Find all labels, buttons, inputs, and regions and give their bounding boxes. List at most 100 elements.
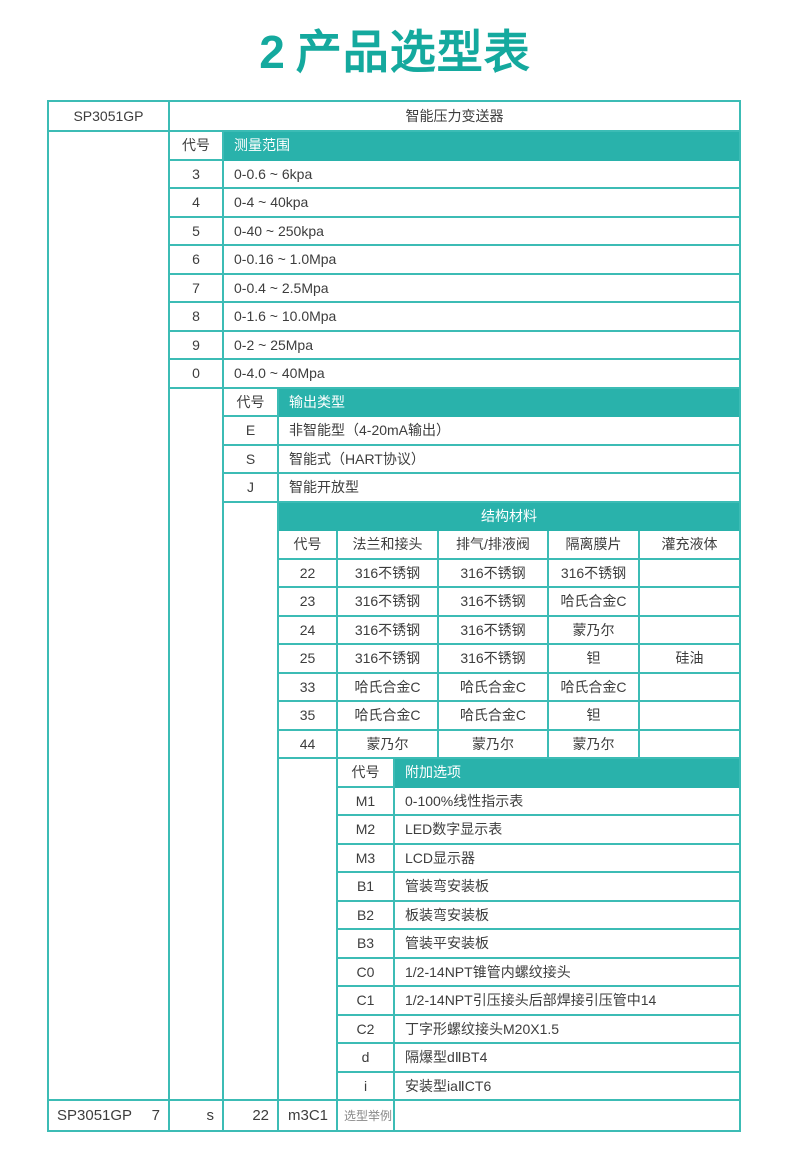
- material-cell: 哈氏合金C: [338, 673, 439, 702]
- code-cell: 6: [170, 246, 224, 275]
- page-title: 2 产品选型表: [0, 16, 790, 82]
- table-row: B2 板装弯安装板: [49, 901, 739, 930]
- empty-cell: [279, 1044, 338, 1073]
- code-cell: 44: [279, 730, 338, 759]
- table-row: M3 LCD显示器: [49, 844, 739, 873]
- empty-cell: [395, 1101, 739, 1130]
- table-row: C2 丁字形螺纹接头M20X1.5: [49, 1015, 739, 1044]
- desc-cell: 板装弯安装板: [395, 901, 739, 930]
- page-title-text: 产品选型表: [295, 26, 531, 78]
- code-cell: 22: [279, 559, 338, 588]
- material-cell: 316不锈钢: [338, 588, 439, 617]
- empty-cell: [49, 1044, 170, 1073]
- material-cell: 钽: [549, 702, 640, 731]
- empty-cell: [224, 1072, 279, 1101]
- empty-cell: [224, 588, 279, 617]
- table-row: 33 哈氏合金C 哈氏合金C 哈氏合金C: [49, 673, 739, 702]
- code-cell: S: [224, 445, 279, 474]
- section-header: 输出类型: [279, 388, 739, 417]
- empty-cell: [224, 616, 279, 645]
- table-row: 代号 附加选项: [49, 759, 739, 788]
- table-row: 代号 测量范围: [49, 132, 739, 161]
- empty-cell: [170, 388, 224, 417]
- example-range-code: 7: [151, 1106, 160, 1124]
- empty-cell: [170, 417, 224, 446]
- table-row: 24 316不锈钢 316不锈钢 蒙乃尔: [49, 616, 739, 645]
- material-cell: [640, 730, 739, 759]
- desc-cell: 0-40 ~ 250kpa: [224, 217, 739, 246]
- empty-cell: [49, 474, 170, 503]
- empty-cell: [49, 930, 170, 959]
- empty-cell: [49, 331, 170, 360]
- empty-cell: [49, 588, 170, 617]
- empty-cell: [279, 1015, 338, 1044]
- material-cell: 316不锈钢: [338, 559, 439, 588]
- empty-cell: [49, 132, 170, 161]
- empty-cell: [170, 502, 224, 531]
- empty-cell: [224, 673, 279, 702]
- empty-cell: [224, 987, 279, 1016]
- empty-cell: [224, 559, 279, 588]
- material-cell: [640, 588, 739, 617]
- example-model: SP3051GP: [57, 1106, 133, 1124]
- desc-cell: 非智能型（4-20mA输出）: [279, 417, 739, 446]
- empty-cell: [49, 702, 170, 731]
- empty-cell: [49, 787, 170, 816]
- example-label: 选型举例: [338, 1101, 395, 1130]
- empty-cell: [224, 844, 279, 873]
- empty-cell: [170, 702, 224, 731]
- material-cell: [640, 616, 739, 645]
- empty-cell: [49, 160, 170, 189]
- desc-cell: 0-4.0 ~ 40Mpa: [224, 360, 739, 389]
- desc-cell: 0-4 ~ 40kpa: [224, 189, 739, 218]
- empty-cell: [49, 616, 170, 645]
- code-cell: 24: [279, 616, 338, 645]
- table-row: 3 0-0.6 ~ 6kpa: [49, 160, 739, 189]
- desc-cell: 0-1.6 ~ 10.0Mpa: [224, 303, 739, 332]
- empty-cell: [170, 844, 224, 873]
- table-row: M1 0-100%线性指示表: [49, 787, 739, 816]
- section-header: 测量范围: [224, 132, 739, 161]
- empty-cell: [49, 958, 170, 987]
- table-row: 7 0-0.4 ~ 2.5Mpa: [49, 274, 739, 303]
- section-header: 附加选项: [395, 759, 739, 788]
- empty-cell: [49, 246, 170, 275]
- empty-cell: [49, 844, 170, 873]
- material-cell: [640, 559, 739, 588]
- column-header: 隔离膜片: [549, 531, 640, 560]
- material-cell: 哈氏合金C: [439, 702, 549, 731]
- desc-cell: 隔爆型dⅡBT4: [395, 1044, 739, 1073]
- empty-cell: [170, 445, 224, 474]
- material-cell: 钽: [549, 645, 640, 674]
- table-row: B3 管装平安装板: [49, 930, 739, 959]
- code-cell: M3: [338, 844, 395, 873]
- code-cell: 25: [279, 645, 338, 674]
- column-header: 排气/排液阀: [439, 531, 549, 560]
- material-cell: 哈氏合金C: [338, 702, 439, 731]
- material-cell: 316不锈钢: [439, 645, 549, 674]
- desc-cell: 管装弯安装板: [395, 873, 739, 902]
- empty-cell: [170, 730, 224, 759]
- empty-cell: [279, 787, 338, 816]
- model-cell: SP3051GP: [49, 102, 170, 132]
- empty-cell: [170, 987, 224, 1016]
- material-cell: 哈氏合金C: [549, 673, 640, 702]
- empty-cell: [49, 417, 170, 446]
- code-cell: B2: [338, 901, 395, 930]
- empty-cell: [49, 189, 170, 218]
- table-row: 9 0-2 ~ 25Mpa: [49, 331, 739, 360]
- table-row: i 安装型iaⅡCT6: [49, 1072, 739, 1101]
- material-cell: 蒙乃尔: [549, 730, 640, 759]
- desc-cell: 0-0.6 ~ 6kpa: [224, 160, 739, 189]
- empty-cell: [49, 559, 170, 588]
- code-cell: 9: [170, 331, 224, 360]
- material-cell: 硅油: [640, 645, 739, 674]
- code-cell: J: [224, 474, 279, 503]
- desc-cell: 丁字形螺纹接头M20X1.5: [395, 1015, 739, 1044]
- empty-cell: [224, 787, 279, 816]
- desc-cell: LCD显示器: [395, 844, 739, 873]
- empty-cell: [170, 787, 224, 816]
- empty-cell: [279, 930, 338, 959]
- table-row: B1 管装弯安装板: [49, 873, 739, 902]
- table-row: E 非智能型（4-20mA输出）: [49, 417, 739, 446]
